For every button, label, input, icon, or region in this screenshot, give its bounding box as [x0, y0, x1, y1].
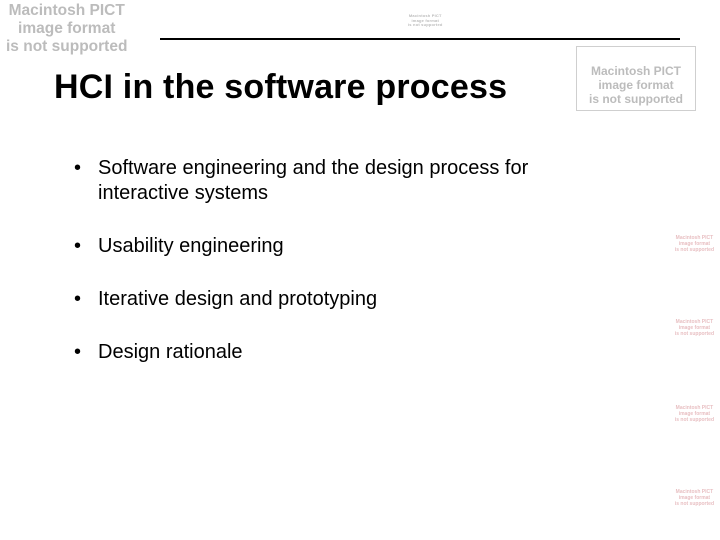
pict-placeholder-right: Macintosh PICT image format is not suppo… [675, 490, 714, 507]
bullet-list: Software engineering and the design proc… [74, 156, 590, 393]
bullet-item: Usability engineering [74, 234, 590, 259]
placeholder-line: is not supported [675, 502, 714, 508]
placeholder-line: is not supported [408, 23, 443, 28]
bullet-item: Design rationale [74, 340, 590, 365]
placeholder-box: Macintosh PICT image format is not suppo… [576, 46, 696, 111]
bullet-item: Software engineering and the design proc… [74, 156, 590, 206]
placeholder-line: Macintosh PICT [587, 65, 685, 79]
placeholder-line: Macintosh PICT [6, 2, 127, 20]
pict-placeholder-topright: Macintosh PICT image format is not suppo… [576, 46, 696, 111]
placeholder-line: is not supported [587, 93, 685, 107]
pict-placeholder-right: Macintosh PICT image format is not suppo… [675, 236, 714, 253]
placeholder-line: image format [587, 79, 685, 93]
pict-placeholder-topleft: Macintosh PICT image format is not suppo… [6, 2, 127, 55]
placeholder-line: is not supported [675, 248, 714, 254]
placeholder-line: is not supported [675, 418, 714, 424]
bullet-item: Iterative design and prototyping [74, 287, 590, 312]
title-divider [160, 38, 680, 40]
pict-placeholder-right: Macintosh PICT image format is not suppo… [675, 406, 714, 423]
pict-placeholder-strip: Macintosh PICT image format is not suppo… [408, 14, 443, 28]
slide-container: Macintosh PICT image format is not suppo… [0, 0, 720, 540]
placeholder-line: is not supported [675, 332, 714, 338]
slide-title: HCI in the software process [54, 68, 507, 107]
placeholder-line: is not supported [6, 38, 127, 56]
placeholder-line: image format [6, 20, 127, 38]
pict-placeholder-right: Macintosh PICT image format is not suppo… [675, 320, 714, 337]
